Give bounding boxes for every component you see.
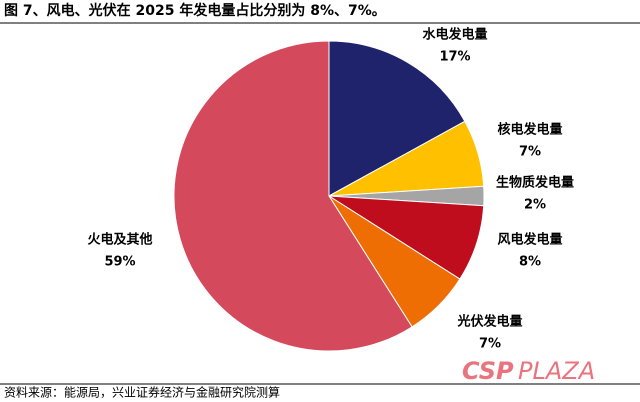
pie-slice xyxy=(173,40,413,352)
source: 资料来源：能源局，兴业证券经济与金融研究院测算 xyxy=(4,385,280,400)
value-label: 17% xyxy=(439,50,470,65)
slice-label: 生物质发电量 xyxy=(496,175,574,191)
pie-slice xyxy=(328,40,466,197)
slice-label: 核电发电量 xyxy=(497,122,562,138)
slice-label: 火电及其他 xyxy=(87,232,152,248)
value-label: 59% xyxy=(104,255,135,270)
value-label: 2% xyxy=(524,198,546,213)
value-label: 8% xyxy=(519,255,541,270)
value-label: 7% xyxy=(479,337,501,352)
chart-title: 图 7、风电、光伏在 2025 年发电量占比分别为 8%、7%。 xyxy=(4,2,386,19)
slice-label: 光伏发电量 xyxy=(456,314,522,330)
slice-label: 水电发电量 xyxy=(422,27,487,43)
slice-label: 风电发电量 xyxy=(497,232,562,248)
value-label: 7% xyxy=(519,145,541,160)
watermark: CSP xyxy=(462,357,514,385)
watermark: PLAZA xyxy=(518,357,595,385)
